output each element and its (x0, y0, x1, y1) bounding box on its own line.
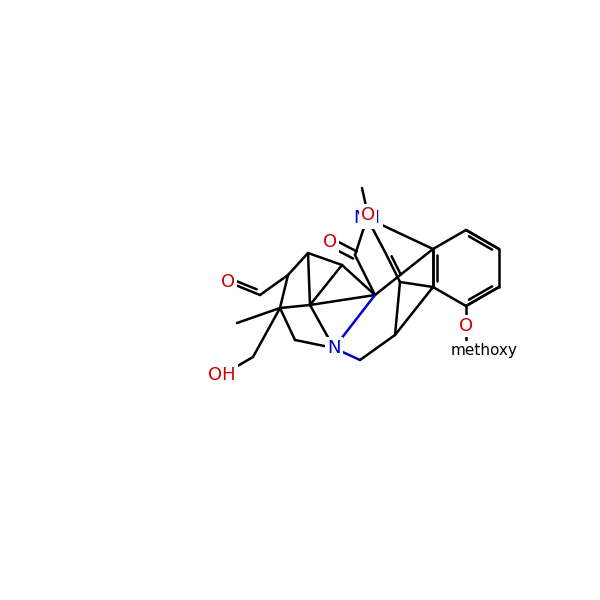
Text: NH: NH (353, 209, 380, 227)
Text: O: O (323, 233, 337, 251)
Text: O: O (221, 273, 235, 291)
Text: O: O (361, 206, 375, 224)
Text: N: N (327, 339, 341, 357)
Text: OH: OH (208, 366, 236, 384)
Text: methoxy: methoxy (451, 343, 517, 358)
Text: O: O (459, 317, 473, 335)
